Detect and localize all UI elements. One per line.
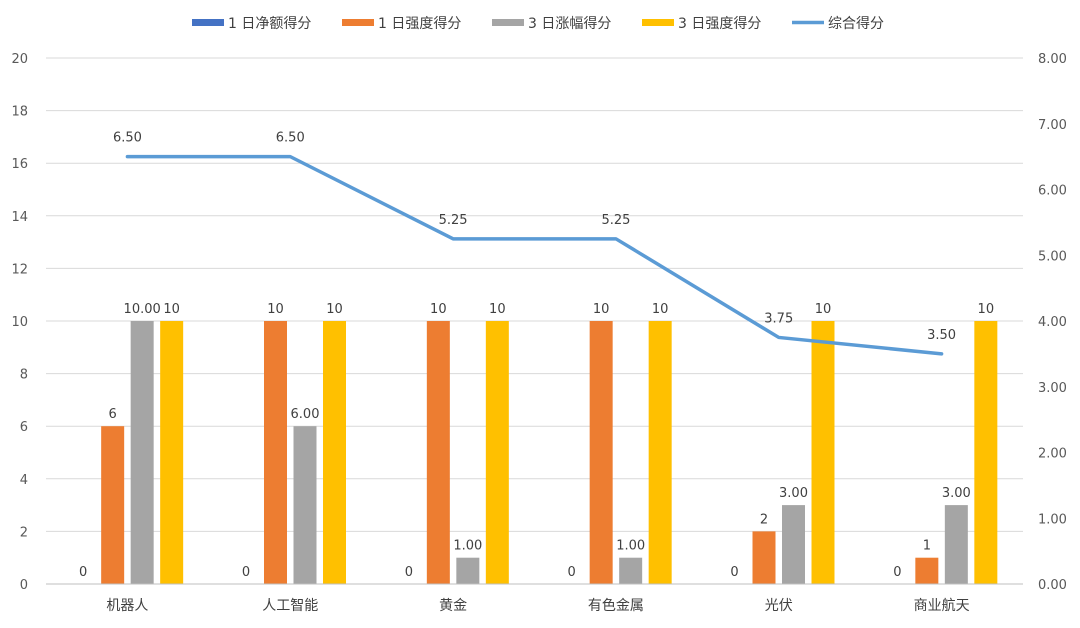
bar-data-label: 6 bbox=[109, 407, 117, 422]
left-axis-tick-label: 2 bbox=[20, 525, 28, 540]
bar-data-label: 3.00 bbox=[942, 486, 971, 501]
category-label: 黄金 bbox=[439, 597, 467, 614]
line-data-label: 5.25 bbox=[601, 213, 630, 228]
legend-label: 1 日净额得分 bbox=[228, 15, 311, 32]
category-label: 机器人 bbox=[106, 598, 148, 614]
right-axis-tick-label: 0.00 bbox=[1038, 578, 1067, 593]
legend-label: 3 日涨幅得分 bbox=[528, 15, 611, 32]
line-layer bbox=[125, 154, 944, 356]
right-axis: 0.00 1.00 2.00 3.00 4.00 5.00 6.00 7.00 8.00 bbox=[1038, 52, 1067, 593]
bar-data-label: 1.00 bbox=[453, 539, 482, 554]
category-axis: 机器人 人工智能 黄金 有色金属 光伏 商业航天 bbox=[46, 583, 1023, 614]
bar-data-label: 10 bbox=[267, 302, 284, 317]
bar bbox=[101, 426, 125, 584]
composite-score-line bbox=[125, 154, 944, 356]
bar-data-label: 10.00 bbox=[124, 302, 161, 317]
bar bbox=[974, 321, 998, 584]
line-data-label: 3.75 bbox=[764, 311, 793, 326]
right-axis-tick-label: 5.00 bbox=[1038, 249, 1067, 264]
bar bbox=[648, 321, 672, 584]
bar bbox=[782, 505, 805, 584]
left-axis-tick-label: 4 bbox=[20, 473, 28, 488]
bar bbox=[944, 505, 968, 584]
bar bbox=[293, 426, 317, 584]
category-label: 有色金属 bbox=[588, 597, 644, 614]
bar-data-label: 10 bbox=[326, 302, 343, 317]
bar bbox=[485, 321, 509, 584]
bar-data-label: 0 bbox=[730, 565, 738, 580]
left-axis-tick-label: 12 bbox=[11, 262, 28, 277]
bar-data-label: 10 bbox=[593, 302, 610, 317]
legend-label: 3 日强度得分 bbox=[678, 15, 761, 32]
bar bbox=[160, 321, 184, 584]
gridlines bbox=[46, 57, 1023, 585]
category-label: 人工智能 bbox=[262, 598, 318, 614]
left-axis-tick-label: 8 bbox=[20, 368, 28, 383]
left-axis-tick-label: 16 bbox=[11, 157, 28, 172]
left-axis-tick-label: 10 bbox=[11, 315, 28, 330]
bars-layer bbox=[101, 321, 998, 584]
bar-data-label: 10 bbox=[652, 302, 669, 317]
left-axis-tick-label: 14 bbox=[11, 210, 28, 225]
bar-data-label: 0 bbox=[405, 565, 413, 580]
line-data-label: 6.50 bbox=[113, 131, 142, 146]
legend-swatch bbox=[642, 19, 674, 26]
bar bbox=[323, 321, 346, 584]
bar-data-label: 10 bbox=[489, 302, 506, 317]
bar bbox=[456, 557, 480, 584]
bar-data-label: 10 bbox=[430, 302, 447, 317]
bar-data-label: 0 bbox=[568, 565, 576, 580]
right-axis-tick-label: 3.00 bbox=[1038, 381, 1067, 396]
right-axis-tick-label: 7.00 bbox=[1038, 118, 1067, 133]
bar-data-label: 0 bbox=[242, 565, 250, 580]
bar-data-label: 1 bbox=[923, 539, 931, 554]
bar-data-label: 6.00 bbox=[291, 407, 320, 422]
bar-data-label: 1.00 bbox=[616, 539, 645, 554]
category-label: 商业航天 bbox=[914, 598, 970, 614]
legend-label: 1 日强度得分 bbox=[378, 15, 461, 32]
legend-swatch bbox=[342, 19, 374, 26]
right-axis-tick-label: 1.00 bbox=[1038, 512, 1067, 527]
bar-data-label: 0 bbox=[893, 565, 901, 580]
line-data-label: 3.50 bbox=[927, 328, 956, 343]
right-axis-tick-label: 8.00 bbox=[1038, 52, 1067, 67]
left-axis: 0 2 4 6 8 10 12 14 16 18 20 bbox=[11, 52, 28, 593]
legend: 1 日净额得分 1 日强度得分 3 日涨幅得分 3 日强度得分 综合得分 bbox=[192, 15, 884, 32]
bar-data-label: 10 bbox=[978, 302, 995, 317]
bar-data-label: 3.00 bbox=[779, 486, 808, 501]
left-axis-tick-label: 18 bbox=[11, 105, 28, 120]
bar-data-label: 0 bbox=[79, 565, 87, 580]
line-data-label: 6.50 bbox=[276, 131, 305, 146]
bar bbox=[426, 321, 450, 584]
bar-data-label: 10 bbox=[815, 302, 832, 317]
left-axis-tick-label: 6 bbox=[20, 420, 28, 435]
bar bbox=[811, 321, 835, 584]
bar bbox=[264, 321, 287, 584]
line-data-label: 5.25 bbox=[439, 213, 468, 228]
left-axis-tick-label: 20 bbox=[11, 52, 28, 67]
legend-label: 综合得分 bbox=[828, 15, 884, 32]
right-axis-tick-label: 2.00 bbox=[1038, 447, 1067, 462]
bar bbox=[752, 531, 776, 584]
legend-swatch bbox=[492, 19, 524, 26]
bar bbox=[915, 557, 939, 584]
bar bbox=[130, 321, 154, 584]
right-axis-tick-label: 4.00 bbox=[1038, 315, 1067, 330]
legend-swatch bbox=[192, 19, 224, 26]
bar-data-label: 2 bbox=[760, 512, 768, 527]
right-axis-tick-label: 6.00 bbox=[1038, 184, 1067, 199]
bar bbox=[589, 321, 613, 584]
left-axis-tick-label: 0 bbox=[20, 578, 28, 593]
bar bbox=[619, 557, 643, 584]
bar-data-label: 10 bbox=[163, 302, 180, 317]
category-label: 光伏 bbox=[765, 598, 793, 614]
